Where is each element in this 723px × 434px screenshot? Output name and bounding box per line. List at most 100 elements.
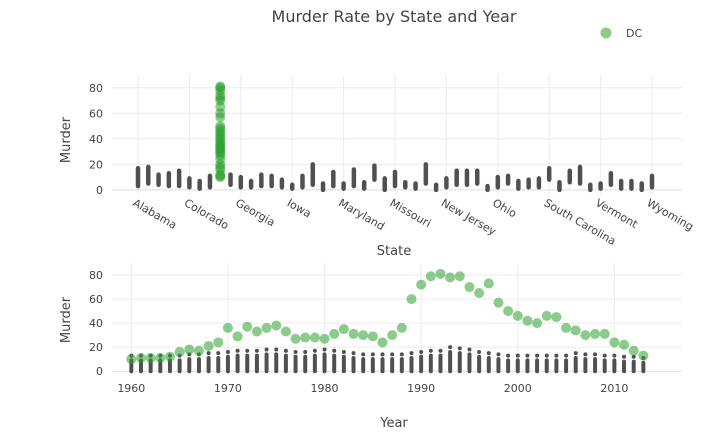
dc-point[interactable]: [271, 320, 282, 331]
y-tick-label: 60: [89, 293, 103, 306]
y-tick-label: 60: [89, 107, 103, 120]
year-max-point: [322, 347, 327, 352]
bottom-panel-dc-points: [126, 268, 649, 365]
dc-point[interactable]: [590, 328, 601, 339]
dc-point[interactable]: [155, 352, 166, 363]
dc-point[interactable]: [215, 121, 226, 132]
legend[interactable]: DC: [600, 27, 643, 40]
dc-point[interactable]: [454, 271, 465, 282]
dc-point[interactable]: [215, 81, 226, 92]
year-max-point: [283, 348, 288, 353]
y-tick-label: 40: [89, 317, 103, 330]
dc-point[interactable]: [425, 271, 436, 282]
dc-point[interactable]: [290, 333, 301, 344]
dc-point[interactable]: [561, 322, 572, 333]
dc-point[interactable]: [319, 333, 330, 344]
dc-point[interactable]: [232, 331, 243, 342]
dc-point[interactable]: [300, 332, 311, 343]
year-max-point: [612, 353, 617, 358]
year-max-point: [602, 353, 607, 358]
dc-point[interactable]: [309, 332, 320, 343]
year-max-point: [409, 351, 414, 356]
year-max-point: [341, 349, 346, 354]
y-tick-label: 0: [96, 184, 103, 197]
dc-point[interactable]: [251, 326, 262, 337]
y-tick-label: 40: [89, 133, 103, 146]
dc-point[interactable]: [377, 337, 388, 348]
dc-point[interactable]: [474, 288, 485, 299]
dc-point[interactable]: [619, 339, 630, 350]
x-tick-label: Wyoming: [645, 196, 696, 233]
dc-point[interactable]: [551, 312, 562, 323]
dc-point[interactable]: [348, 328, 359, 339]
x-tick-label: 1990: [407, 382, 435, 395]
year-max-point: [312, 348, 317, 353]
dc-point[interactable]: [483, 278, 494, 289]
year-max-point: [235, 348, 240, 353]
dc-point[interactable]: [503, 306, 514, 317]
dc-point[interactable]: [396, 322, 407, 333]
bottom-panel-x-ticks: 1960 1970 1980 1990 2000 2010: [117, 382, 628, 395]
dc-point[interactable]: [512, 310, 523, 321]
x-tick-label: Colorado: [182, 196, 231, 232]
dc-point[interactable]: [570, 325, 581, 336]
top-panel-background-points: [135, 162, 655, 193]
dc-point[interactable]: [242, 321, 253, 332]
dc-point[interactable]: [580, 330, 591, 341]
year-max-point: [573, 351, 578, 356]
dc-point[interactable]: [638, 350, 649, 361]
dc-point[interactable]: [126, 354, 137, 365]
dc-point[interactable]: [464, 282, 475, 293]
y-tick-label: 80: [89, 82, 103, 95]
year-max-point: [206, 351, 211, 356]
dc-point[interactable]: [222, 322, 233, 333]
bottom-panel-y-ticks: 0 20 40 60 80: [89, 269, 103, 378]
dc-point[interactable]: [135, 352, 146, 363]
dc-point[interactable]: [280, 326, 291, 337]
year-max-point: [467, 347, 472, 352]
year-max-point: [515, 353, 520, 358]
x-tick-label: 1960: [117, 382, 145, 395]
dc-point[interactable]: [261, 322, 272, 333]
dc-point[interactable]: [203, 340, 214, 351]
year-max-point: [477, 349, 482, 354]
year-max-point: [361, 352, 366, 357]
dc-point[interactable]: [164, 351, 175, 362]
dc-point[interactable]: [628, 345, 639, 356]
year-max-point: [303, 349, 308, 354]
dc-point[interactable]: [532, 318, 543, 329]
legend-marker-dc: [600, 27, 612, 39]
year-max-point: [631, 354, 636, 359]
dc-point[interactable]: [367, 331, 378, 342]
dc-point[interactable]: [145, 352, 156, 363]
dc-point[interactable]: [184, 344, 195, 355]
dc-point[interactable]: [193, 345, 204, 356]
year-max-point: [245, 348, 250, 353]
year-max-point: [216, 351, 221, 356]
dc-point[interactable]: [445, 272, 456, 283]
year-max-point: [593, 352, 598, 357]
dc-point[interactable]: [599, 328, 610, 339]
dc-point[interactable]: [406, 294, 417, 305]
dc-point[interactable]: [435, 268, 446, 279]
dc-point[interactable]: [329, 328, 340, 339]
x-tick-label: New Jersey: [439, 196, 499, 238]
dc-point[interactable]: [493, 297, 504, 308]
dc-point[interactable]: [358, 330, 369, 341]
dc-point[interactable]: [387, 330, 398, 341]
dc-point[interactable]: [541, 310, 552, 321]
dc-point[interactable]: [174, 346, 185, 357]
year-max-point: [370, 352, 375, 357]
dc-point[interactable]: [609, 337, 620, 348]
y-tick-label: 0: [96, 365, 103, 378]
dc-point[interactable]: [213, 337, 224, 348]
x-tick-label: Georgia: [233, 196, 277, 229]
top-panel-x-ticks: Alabama Colorado Georgia Iowa Maryland Missou…: [131, 196, 696, 248]
dc-point[interactable]: [522, 315, 533, 326]
dc-point[interactable]: [338, 324, 349, 335]
x-tick-label: 2010: [600, 382, 628, 395]
year-max-point: [380, 352, 385, 357]
year-max-point: [264, 347, 269, 352]
dc-point[interactable]: [416, 279, 427, 290]
